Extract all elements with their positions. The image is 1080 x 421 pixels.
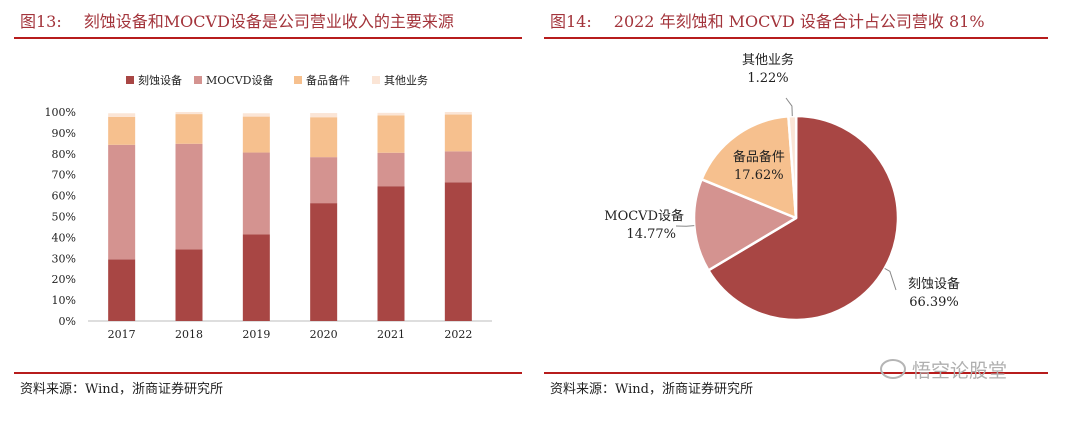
figure-13-title: 图13: 刻蚀设备和MOCVD设备是公司营业收入的主要来源 — [20, 8, 454, 32]
legend-label-2: 备品备件 — [306, 73, 350, 87]
bar-segment-2022-3 — [444, 112, 472, 115]
bar-segment-2019-3 — [242, 113, 270, 117]
bar-segment-2021-1 — [377, 152, 405, 187]
y-tick-label: 70% — [52, 169, 76, 182]
leader-line-other — [785, 97, 793, 117]
pie-label-other-0: 其他业务 — [742, 52, 794, 68]
bar-segment-2018-3 — [175, 112, 203, 115]
bar-segment-2017-2 — [108, 116, 136, 145]
figure-14-top-rule — [544, 37, 1048, 39]
bar-segment-2021-0 — [377, 186, 405, 321]
pie-label-mocvd-0: MOCVD设备 — [604, 208, 684, 224]
figure-13-bottom-rule — [14, 372, 522, 374]
pie-slice-2 — [700, 115, 798, 220]
figure-13-source: 资料来源：Wind，浙商证券研究所 — [20, 382, 223, 397]
pie-label-spare-0: 备品备件 — [733, 149, 785, 165]
figure-13-title-text: 刻蚀设备和MOCVD设备是公司营业收入的主要来源 — [83, 12, 454, 31]
figure-14-number: 图14: — [550, 12, 592, 31]
y-tick-label: 60% — [52, 190, 76, 203]
y-tick-label: 40% — [52, 231, 76, 244]
legend-swatch-2 — [294, 76, 302, 84]
y-tick-label: 10% — [52, 294, 76, 307]
y-tick-label: 30% — [52, 252, 76, 265]
legend-label-3: 其他业务 — [384, 74, 428, 87]
figure-14-title: 图14: 2022 年刻蚀和 MOCVD 设备合计占公司营收 81% — [550, 8, 985, 32]
y-tick-label: 80% — [52, 148, 76, 161]
pie-label-spare-1: 17.62% — [734, 168, 784, 183]
bar-segment-2017-3 — [108, 113, 136, 117]
pie-label-mocvd-1: 14.77% — [626, 227, 676, 242]
x-tick-label: 2019 — [242, 328, 270, 341]
bar-segment-2022-2 — [444, 114, 472, 152]
figure-13-top-rule — [14, 37, 522, 39]
legend-swatch-1 — [194, 76, 202, 84]
pie-chart-labels: 刻蚀设备 66.39% MOCVD设备 14.77% 备品备件 17.62% 其他业务 1.2… — [604, 52, 960, 310]
bar-segment-2017-0 — [108, 259, 136, 321]
bar-segment-2019-1 — [242, 152, 270, 235]
bar-segment-2021-2 — [377, 115, 405, 153]
bar-segment-2020-1 — [310, 157, 338, 204]
legend-swatch-0 — [126, 76, 134, 84]
bar-segment-2018-1 — [175, 143, 203, 250]
stacked-bar-chart: 刻蚀设备 MOCVD设备 备品备件 其他业务 0% 10% 20% 30% 40% 50% 60%… — [45, 73, 492, 341]
x-tick-label: 2021 — [377, 328, 405, 341]
bar-segment-2021-3 — [377, 112, 405, 116]
y-tick-label: 50% — [52, 211, 76, 224]
figure-14-bottom-rule — [544, 372, 1048, 374]
leader-line-mocvd — [675, 225, 695, 227]
wechat-icon — [880, 359, 906, 379]
figure-14-source: 资料来源：Wind，浙商证券研究所 — [550, 382, 753, 397]
pie-label-other-1: 1.22% — [747, 71, 788, 86]
x-tick-label: 2018 — [175, 328, 203, 341]
leader-line-etch — [884, 267, 897, 291]
watermark: 悟空论股堂 — [880, 356, 1007, 383]
bar-segment-2018-2 — [175, 114, 203, 144]
bar-chart-legend: 刻蚀设备 MOCVD设备 备品备件 其他业务 — [126, 73, 428, 87]
legend-swatch-3 — [372, 76, 380, 84]
bar-chart-x-axis: 2017 2018 2019 2020 2021 2022 — [108, 328, 473, 341]
bar-segment-2017-1 — [108, 144, 136, 260]
y-tick-label: 100% — [45, 106, 76, 119]
y-tick-label: 90% — [52, 127, 76, 140]
bar-segment-2018-0 — [175, 249, 203, 321]
x-tick-label: 2020 — [310, 328, 338, 341]
legend-label-1: MOCVD设备 — [206, 73, 273, 87]
bar-segment-2019-2 — [242, 116, 270, 153]
bar-segment-2022-0 — [444, 182, 472, 321]
bar-segment-2020-3 — [310, 113, 338, 118]
y-tick-label: 0% — [59, 315, 76, 328]
pie-label-etch-0: 刻蚀设备 — [908, 276, 960, 292]
figure-13-number: 图13: — [20, 12, 62, 31]
bar-chart-y-axis: 0% 10% 20% 30% 40% 50% 60% 70% 80% 90% 100% — [45, 106, 492, 328]
watermark-text: 悟空论股堂 — [912, 360, 1008, 382]
x-tick-label: 2017 — [108, 328, 136, 341]
pie-chart: 刻蚀设备 66.39% MOCVD设备 14.77% 备品备件 17.62% 其他业务 1.2… — [604, 52, 960, 322]
bar-segment-2020-0 — [310, 203, 338, 321]
x-tick-label: 2022 — [444, 328, 472, 341]
figure-14-title-text: 2022 年刻蚀和 MOCVD 设备合计占公司营收 81% — [613, 12, 985, 31]
bar-segment-2020-2 — [310, 117, 338, 158]
pie-chart-slices — [692, 114, 900, 322]
pie-label-etch-1: 66.39% — [909, 295, 959, 310]
bar-segment-2019-0 — [242, 234, 270, 321]
legend-label-0: 刻蚀设备 — [138, 73, 182, 87]
bar-chart-bars — [108, 112, 472, 321]
y-tick-label: 20% — [52, 273, 76, 286]
bar-segment-2022-1 — [444, 151, 472, 183]
pie-slice-0 — [707, 114, 900, 322]
